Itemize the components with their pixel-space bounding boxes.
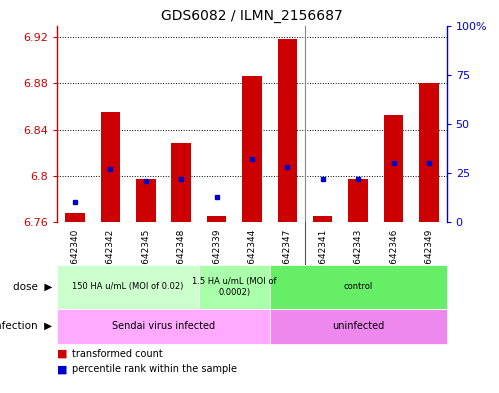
Text: 150 HA u/mL (MOI of 0.02): 150 HA u/mL (MOI of 0.02) [72,283,184,291]
Text: GSM1642344: GSM1642344 [248,228,256,289]
Bar [269,309,447,344]
Bar [199,265,269,309]
Bar [313,216,332,222]
Bar [419,83,439,222]
Text: GSM1642348: GSM1642348 [177,228,186,289]
Bar [277,39,297,222]
Bar [269,265,447,309]
Bar [65,213,85,222]
Text: GSM1642339: GSM1642339 [212,228,221,289]
Bar [384,114,403,222]
Text: transformed count: transformed count [72,349,163,359]
Bar [136,179,156,222]
Bar [243,76,261,222]
Text: GSM1642343: GSM1642343 [354,228,363,289]
Bar [207,216,227,222]
Title: GDS6082 / ILMN_2156687: GDS6082 / ILMN_2156687 [161,9,343,23]
Text: GSM1642346: GSM1642346 [389,228,398,289]
Text: infection  ▶: infection ▶ [0,321,52,331]
Bar [348,179,368,222]
Text: control: control [343,283,373,291]
Text: Sendai virus infected: Sendai virus infected [112,321,215,331]
Text: ■: ■ [57,349,68,359]
Text: uninfected: uninfected [332,321,384,331]
Text: percentile rank within the sample: percentile rank within the sample [72,364,238,375]
Text: ■: ■ [57,364,68,375]
Bar [57,265,199,309]
Text: dose  ▶: dose ▶ [13,282,52,292]
Bar [101,112,120,222]
Bar [172,143,191,222]
Text: GSM1642347: GSM1642347 [283,228,292,289]
Text: GSM1642341: GSM1642341 [318,228,327,289]
Text: GSM1642345: GSM1642345 [141,228,150,289]
Text: GSM1642340: GSM1642340 [70,228,79,289]
Bar [57,309,269,344]
Text: GSM1642349: GSM1642349 [425,228,434,289]
Text: GSM1642342: GSM1642342 [106,228,115,289]
Text: 1.5 HA u/mL (MOI of
0.0002): 1.5 HA u/mL (MOI of 0.0002) [192,277,276,297]
